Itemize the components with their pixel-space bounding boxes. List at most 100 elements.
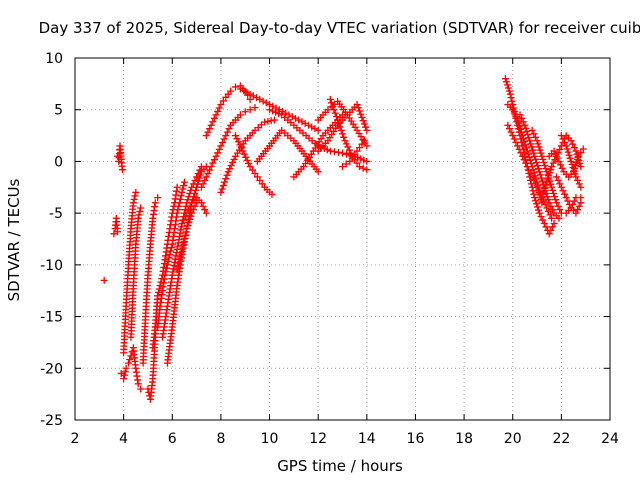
- x-tick-label: 2: [71, 431, 80, 447]
- data-point: [543, 178, 551, 186]
- data-marker: [556, 206, 564, 214]
- data-marker: [180, 216, 188, 224]
- data-point: [304, 121, 312, 129]
- data-point: [572, 209, 580, 217]
- data-marker: [226, 165, 234, 173]
- data-marker: [177, 192, 185, 200]
- data-point: [180, 178, 188, 186]
- data-marker: [561, 138, 569, 146]
- data-marker: [558, 164, 566, 172]
- data-point: [246, 106, 254, 114]
- data-marker: [542, 181, 550, 189]
- data-marker: [541, 162, 549, 170]
- data-point: [202, 132, 210, 140]
- data-marker: [539, 216, 547, 224]
- y-tick-label: -15: [40, 310, 63, 326]
- data-marker: [180, 235, 188, 243]
- data-marker: [259, 97, 267, 105]
- data-marker: [570, 197, 578, 205]
- data-marker: [165, 254, 173, 262]
- data-point: [553, 199, 560, 207]
- data-marker: [272, 108, 280, 116]
- x-tick-label: 4: [119, 431, 128, 447]
- data-marker: [192, 186, 200, 194]
- data-point: [125, 359, 132, 367]
- data-point: [227, 87, 235, 95]
- data-marker: [530, 169, 538, 177]
- data-marker: [210, 156, 218, 164]
- y-tick-label: -20: [40, 361, 63, 377]
- data-marker: [542, 223, 550, 231]
- data-marker: [546, 211, 554, 219]
- data-marker: [565, 151, 573, 159]
- data-point: [173, 183, 181, 191]
- data-point: [577, 199, 585, 207]
- x-tick-label: 24: [601, 431, 619, 447]
- data-point: [574, 152, 582, 160]
- data-marker: [564, 197, 572, 205]
- data-marker: [561, 190, 569, 198]
- data-point: [562, 142, 570, 150]
- data-marker: [131, 192, 139, 200]
- data-marker: [512, 138, 520, 146]
- data-point: [251, 104, 259, 112]
- data-marker: [214, 149, 222, 157]
- data-marker: [342, 140, 350, 148]
- data-point: [363, 126, 371, 134]
- data-point: [127, 352, 135, 360]
- data-point: [509, 132, 517, 140]
- data-marker: [359, 164, 367, 172]
- data-marker: [219, 97, 227, 105]
- data-marker: [329, 102, 337, 110]
- data-marker: [357, 110, 365, 118]
- data-marker: [549, 186, 557, 194]
- axis-ticks: [74, 57, 611, 421]
- data-marker: [554, 176, 562, 184]
- data-marker: [323, 146, 331, 154]
- data-point: [579, 145, 587, 153]
- data-marker: [537, 149, 545, 157]
- data-point: [339, 149, 346, 157]
- data-marker: [532, 197, 540, 205]
- data-marker: [572, 158, 580, 166]
- data-marker: [547, 202, 555, 210]
- data-marker: [525, 134, 533, 142]
- data-marker: [539, 191, 547, 199]
- data-point: [202, 209, 210, 217]
- data-marker: [505, 87, 513, 95]
- data-point: [353, 101, 361, 109]
- data-point: [166, 251, 174, 259]
- data-marker: [526, 156, 534, 164]
- data-marker: [223, 128, 231, 136]
- x-tick-label: 6: [168, 431, 177, 447]
- data-marker: [249, 92, 257, 100]
- data-point: [239, 147, 247, 155]
- data-marker: [230, 155, 238, 163]
- data-point: [518, 152, 526, 160]
- x-tick-label: 18: [455, 431, 473, 447]
- x-tick-label: 10: [261, 431, 279, 447]
- data-marker: [542, 165, 550, 173]
- data-marker: [522, 144, 530, 152]
- data-marker: [331, 109, 339, 117]
- data-marker: [547, 166, 555, 174]
- data-marker: [536, 171, 544, 179]
- data-marker: [528, 143, 536, 151]
- data-marker: [223, 171, 231, 179]
- data-marker: [163, 264, 171, 272]
- data-marker: [174, 206, 182, 214]
- data-marker: [534, 162, 542, 170]
- y-tick-label: -10: [40, 258, 63, 274]
- data-marker: [540, 187, 548, 195]
- data-marker: [563, 145, 571, 153]
- data-marker: [525, 166, 533, 174]
- data-point: [550, 219, 558, 227]
- data-marker: [186, 202, 194, 210]
- data-marker: [206, 166, 214, 174]
- data-marker: [535, 165, 543, 173]
- data-point: [314, 168, 322, 176]
- data-point: [535, 209, 543, 217]
- data-marker: [182, 228, 190, 236]
- data-point: [224, 168, 232, 176]
- data-marker: [544, 175, 552, 183]
